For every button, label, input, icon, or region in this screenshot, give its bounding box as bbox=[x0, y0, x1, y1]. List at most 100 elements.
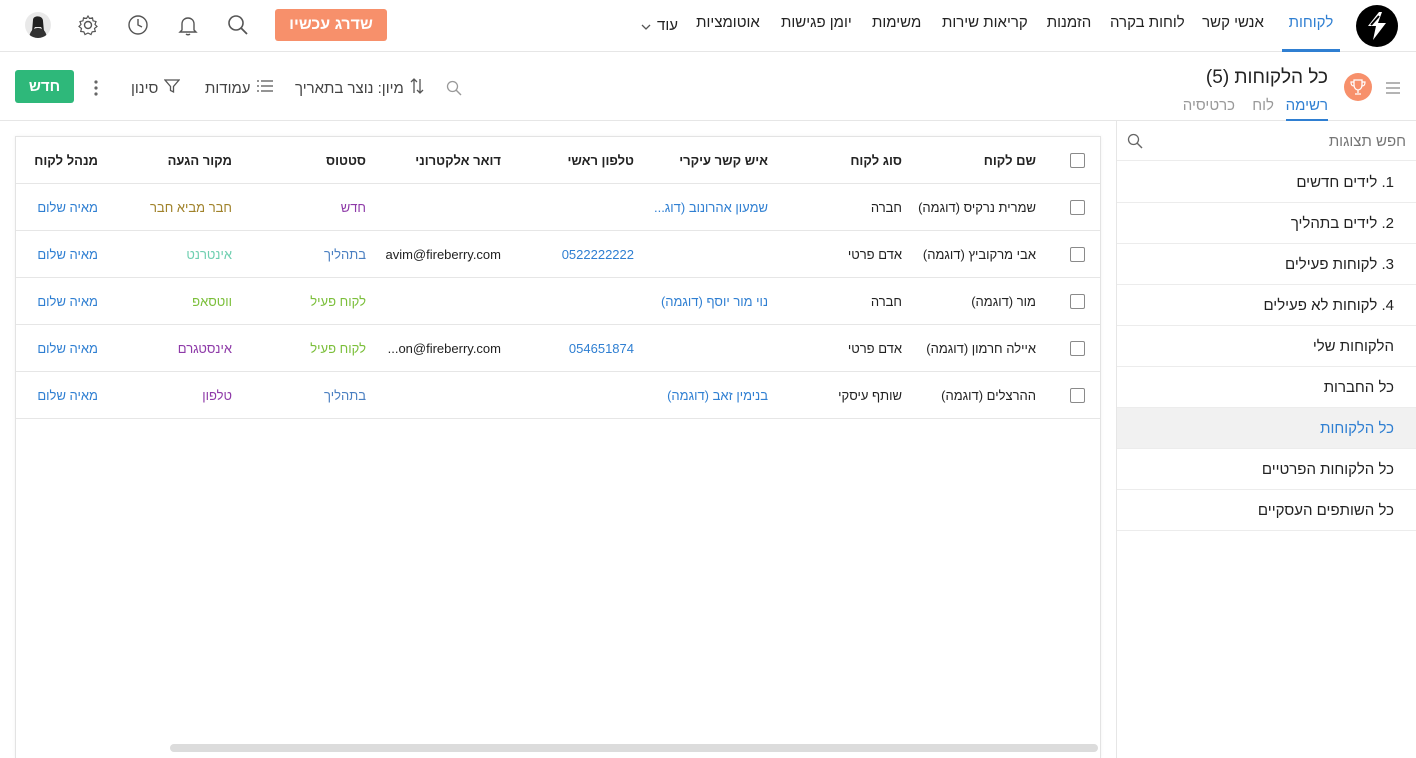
views-search-input[interactable] bbox=[1156, 129, 1406, 153]
customers-table: שם לקוח סוג לקוח איש קשר עיקרי טלפון ראש… bbox=[15, 136, 1101, 758]
status-cell: בתהליך bbox=[324, 247, 366, 262]
table-row[interactable]: אבי מרקוביץ (דוגמה) אדם פרטי 0522222222 avi… bbox=[16, 231, 1100, 278]
sort-button[interactable]: מיון: נוצר בתאריך bbox=[295, 77, 424, 99]
customer-type-cell: חברה bbox=[870, 200, 902, 215]
header-source[interactable]: מקור הגעה bbox=[167, 153, 232, 168]
nav-tab-automations[interactable]: אוטומציות bbox=[696, 14, 760, 31]
header-main-contact[interactable]: איש קשר עיקרי bbox=[679, 153, 768, 168]
customer-name-cell[interactable]: איילה חרמון (דוגמה) bbox=[926, 341, 1036, 356]
row-checkbox[interactable] bbox=[1070, 200, 1085, 215]
nav-more-menu[interactable]: עוד bbox=[641, 0, 678, 52]
source-cell: אינטרנט bbox=[186, 247, 232, 262]
email-cell[interactable] bbox=[371, 184, 501, 231]
trophy-icon[interactable] bbox=[1344, 73, 1372, 101]
source-cell: אינסטגרם bbox=[177, 341, 232, 356]
top-navigation: לקוחות אנשי קשר לוחות בקרה הזמנות קריאות… bbox=[0, 0, 1416, 52]
view-tab-card[interactable]: כרטיסיה bbox=[1182, 97, 1235, 114]
view-header: כל הלקוחות (5) רשימה לוח כרטיסיה מיון: נ… bbox=[0, 53, 1416, 121]
sidebar-item-all-companies[interactable]: כל החברות bbox=[1117, 367, 1416, 408]
upgrade-now-button[interactable]: שדרג עכשיו bbox=[275, 9, 387, 41]
table-row[interactable]: שמרית נרקיס (דוגמה) חברה שמעון אהרונוב (דו… bbox=[16, 184, 1100, 231]
view-tab-list[interactable]: רשימה bbox=[1285, 97, 1328, 121]
customer-type-cell: שותף עיסקי bbox=[838, 388, 902, 403]
account-manager-link[interactable]: מאיה שלום bbox=[37, 341, 98, 356]
main-phone-link[interactable]: 0522222222 bbox=[561, 247, 634, 262]
account-manager-link[interactable]: מאיה שלום bbox=[37, 200, 98, 215]
horizontal-scrollbar[interactable] bbox=[170, 744, 1098, 752]
row-checkbox[interactable] bbox=[1070, 341, 1085, 356]
nav-tab-tasks[interactable]: משימות bbox=[872, 14, 922, 31]
views-search bbox=[1117, 121, 1416, 161]
sidebar-item-all-customers[interactable]: כל הלקוחות bbox=[1117, 408, 1416, 449]
table-row[interactable]: איילה חרמון (דוגמה) אדם פרטי 054651874 ...o… bbox=[16, 325, 1100, 372]
account-manager-link[interactable]: מאיה שלום bbox=[37, 247, 98, 262]
main-contact-link[interactable]: בנימין זאב (דוגמה) bbox=[667, 388, 768, 403]
filter-button[interactable]: סינון bbox=[131, 77, 181, 99]
status-cell: בתהליך bbox=[324, 388, 366, 403]
header-customer-name[interactable]: שם לקוח bbox=[983, 153, 1036, 168]
main-phone-link[interactable] bbox=[506, 372, 634, 419]
status-cell: חדש bbox=[340, 200, 366, 215]
columns-button[interactable]: עמודות bbox=[205, 77, 273, 99]
main-contact-link[interactable]: נוי מור יוסף (דוגמה) bbox=[660, 294, 768, 309]
more-options-icon[interactable] bbox=[90, 77, 102, 99]
search-icon[interactable] bbox=[1127, 133, 1143, 154]
email-cell[interactable]: ...on@fireberry.com bbox=[387, 341, 501, 356]
sidebar-item-active-customers[interactable]: 3. לקוחות פעילים bbox=[1117, 244, 1416, 285]
main-phone-link[interactable] bbox=[506, 278, 634, 325]
row-checkbox[interactable] bbox=[1070, 294, 1085, 309]
header-email[interactable]: דואר אלקטרוני bbox=[415, 153, 501, 168]
customer-name-cell[interactable]: אבי מרקוביץ (דוגמה) bbox=[922, 247, 1036, 262]
table-search-icon[interactable] bbox=[446, 77, 462, 99]
email-cell[interactable] bbox=[371, 372, 501, 419]
table-row[interactable]: ההרצלים (דוגמה) שותף עיסקי בנימין זאב (דוג… bbox=[16, 372, 1100, 419]
source-cell: חבר מביא חבר bbox=[149, 200, 232, 215]
sidebar-item-all-business-partners[interactable]: כל השותפים העסקיים bbox=[1117, 490, 1416, 531]
row-checkbox[interactable] bbox=[1070, 388, 1085, 403]
header-main-phone[interactable]: טלפון ראשי bbox=[567, 153, 634, 168]
main-phone-link[interactable] bbox=[506, 184, 634, 231]
table-row[interactable]: מור (דוגמה) חברה נוי מור יוסף (דוגמה) לקוח … bbox=[16, 278, 1100, 325]
columns-icon bbox=[256, 79, 273, 97]
header-status[interactable]: סטטוס bbox=[326, 153, 366, 168]
main-contact-link[interactable] bbox=[636, 325, 768, 372]
nav-tab-customers[interactable]: לקוחות bbox=[1282, 0, 1340, 52]
sidebar-item-all-private-customers[interactable]: כל הלקוחות הפרטיים bbox=[1117, 449, 1416, 490]
main-contact-link[interactable] bbox=[636, 231, 768, 278]
gear-icon[interactable] bbox=[75, 12, 101, 38]
email-cell[interactable] bbox=[371, 278, 501, 325]
view-tab-board[interactable]: לוח bbox=[1252, 97, 1274, 114]
sidebar-item-inactive-customers[interactable]: 4. לקוחות לא פעילים bbox=[1117, 285, 1416, 326]
views-sidebar: 1. לידים חדשים 2. לידים בתהליך 3. לקוחות… bbox=[1116, 121, 1416, 758]
nav-tab-service-calls[interactable]: קריאות שירות bbox=[942, 14, 1028, 31]
select-all-checkbox[interactable] bbox=[1070, 153, 1085, 168]
account-manager-link[interactable]: מאיה שלום bbox=[37, 388, 98, 403]
sidebar-item-leads-in-progress[interactable]: 2. לידים בתהליך bbox=[1117, 203, 1416, 244]
nav-tab-orders[interactable]: הזמנות bbox=[1046, 14, 1092, 31]
customer-name-cell[interactable]: שמרית נרקיס (דוגמה) bbox=[918, 200, 1036, 215]
new-record-button[interactable]: חדש bbox=[15, 70, 74, 103]
main-phone-link[interactable]: 054651874 bbox=[568, 341, 634, 356]
filter-icon bbox=[163, 78, 181, 98]
sidebar-item-new-leads[interactable]: 1. לידים חדשים bbox=[1117, 162, 1416, 203]
main-contact-link[interactable]: שמעון אהרונוב (דוג... bbox=[653, 200, 768, 215]
sidebar-item-my-customers[interactable]: הלקוחות שלי bbox=[1117, 326, 1416, 367]
source-cell: טלפון bbox=[202, 388, 232, 403]
account-manager-link[interactable]: מאיה שלום bbox=[37, 294, 98, 309]
nav-tab-dashboards[interactable]: לוחות בקרה bbox=[1110, 14, 1185, 31]
bell-icon[interactable] bbox=[175, 12, 201, 38]
nav-tab-contacts[interactable]: אנשי קשר bbox=[1202, 14, 1264, 31]
clock-icon[interactable] bbox=[125, 12, 151, 38]
avatar[interactable] bbox=[25, 12, 51, 38]
header-account-manager[interactable]: מנהל לקוח bbox=[34, 153, 98, 168]
fireberry-logo-icon[interactable] bbox=[1356, 5, 1398, 47]
nav-tab-meetings-calendar[interactable]: יומן פגישות bbox=[781, 14, 852, 31]
customer-type-cell: אדם פרטי bbox=[847, 247, 902, 262]
hamburger-menu-icon[interactable] bbox=[1386, 81, 1400, 99]
customer-name-cell[interactable]: מור (דוגמה) bbox=[971, 294, 1036, 309]
row-checkbox[interactable] bbox=[1070, 247, 1085, 262]
customer-name-cell[interactable]: ההרצלים (דוגמה) bbox=[941, 388, 1036, 403]
header-customer-type[interactable]: סוג לקוח bbox=[850, 153, 902, 168]
email-cell[interactable]: avim@fireberry.com bbox=[385, 247, 501, 262]
search-icon[interactable] bbox=[225, 12, 251, 38]
